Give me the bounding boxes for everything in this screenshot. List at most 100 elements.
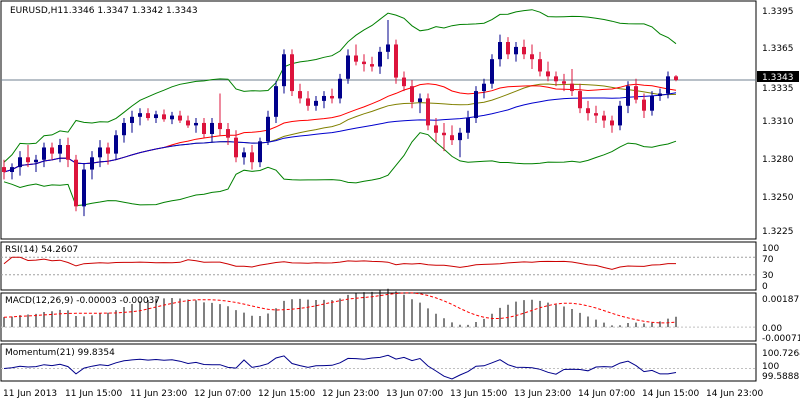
candle-body <box>26 157 30 163</box>
macd-plot <box>1 288 756 328</box>
candle-body <box>314 100 318 106</box>
candle-body <box>514 46 518 55</box>
candle-body <box>282 54 286 87</box>
candle-body <box>154 114 158 119</box>
candle-body <box>586 108 590 114</box>
time-tick: 12 Jun 15:00 <box>258 389 315 399</box>
candle-body <box>298 91 302 99</box>
macd-tick: 0.00 <box>762 324 782 334</box>
candle-body <box>626 86 630 106</box>
candle-body <box>138 113 142 117</box>
time-tick: 13 Jun 23:00 <box>514 389 571 399</box>
candle-body <box>602 115 606 121</box>
time-tick: 11 Jun 2013 <box>3 389 57 399</box>
candle-body <box>426 98 430 126</box>
candle-body <box>522 46 526 55</box>
candle-body <box>218 122 222 130</box>
rsi-tick: 0 <box>762 282 768 292</box>
candle-body <box>170 115 174 120</box>
candle-body <box>34 159 38 163</box>
candle-body <box>306 98 310 106</box>
macd-tick: 0.00187 <box>762 295 799 305</box>
candle-body <box>90 157 94 170</box>
candle-body <box>482 83 486 92</box>
candle-body <box>570 83 574 92</box>
candle-body <box>274 86 278 117</box>
macd-signal-line <box>3 292 677 324</box>
time-axis: 11 Jun 2013 11 Jun 15:00 11 Jun 23:00 12… <box>3 389 763 399</box>
bollinger-upper-line <box>3 9 677 163</box>
candle-body <box>346 55 350 79</box>
candle-body <box>578 91 582 109</box>
main-symbol: EURUSD,H1 <box>10 6 63 16</box>
candle-body <box>434 125 438 133</box>
candle-body <box>98 147 102 158</box>
rsi-tick: 30 <box>762 271 774 281</box>
price-axis: 1.3395 1.3365 1.3335 1.3310 1.3280 1.325… <box>762 7 794 237</box>
candle-body <box>74 159 78 207</box>
candle-body <box>322 95 326 101</box>
price-tick: 1.3280 <box>762 155 794 165</box>
rsi-line <box>3 256 676 270</box>
candle-body <box>362 61 366 65</box>
candle-body <box>250 152 254 163</box>
momentum-plot <box>1 354 756 380</box>
current-price-label: 1.3343 <box>757 71 799 83</box>
candle-body <box>178 115 182 121</box>
momentum-tick: 99.5888 <box>762 372 799 382</box>
time-tick: 11 Jun 23:00 <box>130 389 187 399</box>
candle-body <box>498 42 502 60</box>
current-price-box <box>757 71 799 82</box>
candle-body <box>202 122 206 134</box>
momentum-tick: 100.7264 <box>762 349 800 359</box>
candle-body <box>402 77 406 87</box>
candle-body <box>266 116 270 142</box>
candle-body <box>658 93 662 96</box>
candle-body <box>82 169 86 207</box>
momentum-tick: 100 <box>762 362 779 372</box>
candle-body <box>538 59 542 72</box>
candle-body <box>18 157 22 168</box>
candle-body <box>66 145 70 160</box>
rsi-pane[interactable]: RSI(14) 54.2607 100 70 30 0 <box>0 241 779 292</box>
momentum-pane[interactable]: Momentum(21) 99.8354 100.7264 100 99.588… <box>0 343 800 382</box>
candle-body <box>450 135 454 141</box>
candle-body <box>210 122 214 134</box>
macd-tick: -0.00071 <box>762 334 800 344</box>
candle-body <box>386 44 390 52</box>
time-tick: 14 Jun 23:00 <box>706 389 763 399</box>
time-tick: 12 Jun 07:00 <box>194 389 251 399</box>
candle-body <box>338 78 342 99</box>
candle-body <box>186 120 190 126</box>
main-pane-frame <box>0 0 757 240</box>
rsi-axis: 100 70 30 0 <box>762 244 779 292</box>
candle-body <box>42 147 46 160</box>
price-tick: 1.3395 <box>762 7 794 17</box>
candle-body <box>130 116 134 123</box>
time-tick: 11 Jun 15:00 <box>65 389 122 399</box>
main-pane[interactable]: EURUSD,H1 1.3346 1.3347 1.3342 1.3343 1.… <box>0 0 799 240</box>
candle-body <box>458 132 462 141</box>
time-tick: 14 Jun 07:00 <box>578 389 635 399</box>
candle-body <box>418 98 422 103</box>
macd-pane[interactable]: MACD(12,26,9) -0.00003 -0.00037 0.00187 … <box>0 288 800 344</box>
candle-body <box>146 113 150 119</box>
time-tick: 13 Jun 07:00 <box>386 389 443 399</box>
rsi-tick: 100 <box>762 244 779 254</box>
macd-axis: 0.00187 0.00 -0.00071 <box>762 295 800 344</box>
main-ohlc: 1.3346 1.3347 1.3342 1.3343 <box>63 6 198 16</box>
rsi-pane-frame <box>0 241 757 291</box>
candle-body <box>490 59 494 84</box>
candle-body <box>666 76 670 94</box>
candle-body <box>618 105 622 126</box>
candle-body <box>290 54 294 92</box>
candle-body <box>2 167 6 173</box>
candle-body <box>194 122 198 126</box>
bollinger-lower-line <box>3 132 677 207</box>
momentum-line <box>3 354 677 380</box>
macd-pane-frame <box>0 292 757 342</box>
candle-body <box>594 113 598 116</box>
candle-body <box>554 76 558 82</box>
candle-body <box>394 44 398 78</box>
